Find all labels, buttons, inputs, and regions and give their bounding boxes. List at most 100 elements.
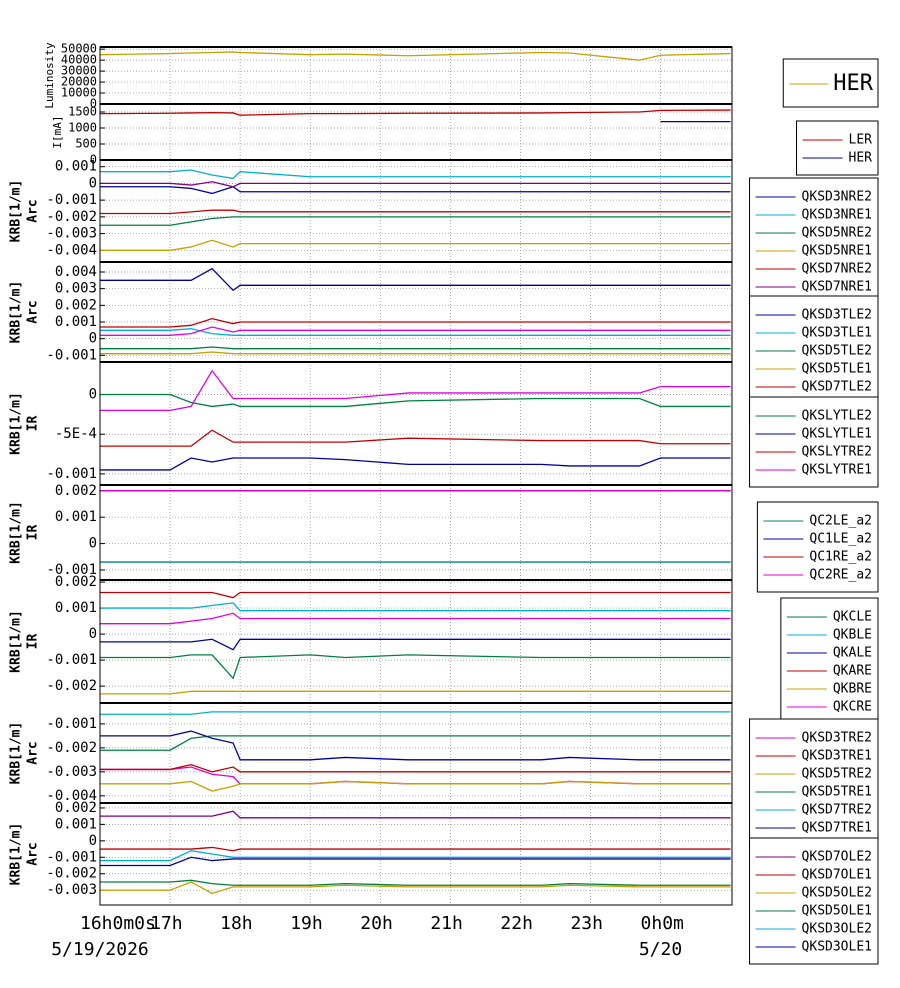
series-line	[100, 879, 731, 886]
y-axis-label: Arc	[26, 741, 41, 764]
y-axis-label: Arc	[26, 842, 41, 865]
x-tick-label: 22h	[500, 913, 533, 934]
x-tick-label: 0h0m	[641, 913, 684, 934]
legend-label: QC1LE_a2	[809, 532, 872, 547]
y-tick-label: -0.004	[46, 788, 97, 804]
series-line	[100, 881, 731, 895]
y-axis-label: KRB[1/m]	[9, 610, 24, 673]
legend-label: QKSD3OLE2	[802, 922, 872, 937]
legend-label: QKSD3TRE2	[802, 731, 872, 746]
legend-label: QKSLYTRE2	[802, 445, 872, 460]
series-line	[100, 369, 731, 412]
y-tick-label: -0.001	[46, 466, 97, 482]
y-axis-label: Arc	[26, 300, 41, 323]
y-tick-label: -0.002	[46, 209, 97, 225]
legend: HER	[782, 58, 879, 108]
legend-label: HER	[833, 71, 873, 96]
series-line	[100, 317, 731, 328]
y-tick-label: 0	[90, 153, 97, 167]
panel-frame	[99, 261, 733, 363]
series-line	[99, 51, 731, 61]
legend-label: QKSLYTLE2	[802, 409, 872, 424]
series-line	[100, 216, 731, 226]
legend-label: QKSD5OLE2	[802, 886, 872, 901]
legend-box	[796, 120, 879, 176]
series-line	[100, 346, 731, 350]
y-tick-label: 0	[89, 331, 97, 347]
legend-label: QKSD5NRE1	[802, 244, 872, 259]
x-tick-label: 17h	[150, 913, 183, 934]
series-line	[99, 109, 731, 116]
y-tick-label: -5E-4	[55, 426, 97, 442]
y-tick-label: -0.003	[46, 226, 97, 242]
y-tick-label: 40000	[61, 53, 97, 67]
legend-label: QKSD7OLE1	[802, 868, 872, 883]
y-tick-label: 20000	[61, 75, 97, 89]
y-tick-label: 1500	[68, 105, 97, 119]
legend-label: QKSD5NRE2	[802, 226, 872, 241]
series-line	[100, 690, 731, 695]
legend-label: QKSD7TRE1	[802, 821, 872, 836]
legend-label: QC1RE_a2	[809, 550, 872, 565]
legend-label: QKBRE	[833, 682, 872, 697]
y-axis-label: Arc	[26, 199, 41, 222]
x-tick-label: 20h	[360, 913, 393, 934]
panel-frame	[99, 702, 733, 804]
legend-label: QKSD5OLE1	[802, 904, 872, 919]
series-line	[100, 850, 731, 862]
x-tick-label: 16h0m0s	[80, 913, 156, 934]
legend: QC2LE_a2 QC1LE_a2 QC1RE_a2 QC2RE_a2	[756, 501, 879, 593]
series-line	[100, 766, 731, 785]
y-tick-label: -0.001	[46, 192, 97, 208]
y-axis-label: KRB[1/m]	[9, 180, 24, 243]
legend-box	[780, 597, 879, 725]
series-line	[100, 326, 731, 336]
legend-label: QKSD3TLE1	[802, 326, 872, 341]
date-label: 5/19/2026	[51, 939, 149, 960]
legend-box	[749, 837, 879, 965]
series-line	[100, 846, 731, 852]
legend-label: QKSD3NRE1	[802, 208, 872, 223]
y-tick-label: -0.003	[46, 764, 97, 780]
legend-label: QKSLYTLE1	[802, 427, 872, 442]
y-tick-label: 0	[90, 97, 97, 111]
x-tick-label: 18h	[220, 913, 253, 934]
legend-label: QKSD5TLE1	[802, 362, 872, 377]
y-axis-label: KRB[1/m]	[9, 722, 24, 785]
series-line	[100, 239, 731, 251]
y-tick-label: -0.002	[46, 866, 97, 882]
y-tick-label: -0.001	[46, 849, 97, 865]
series-line	[100, 856, 731, 867]
y-tick-label: 0.002	[55, 574, 97, 590]
legend-label: QKSD5TRE2	[802, 767, 872, 782]
series-line	[100, 429, 731, 447]
x-tick-label: 23h	[570, 913, 603, 934]
legend-box	[749, 177, 879, 305]
y-tick-label: 0	[89, 175, 97, 191]
y-tick-label: -0.001	[46, 716, 97, 732]
y-tick-label: 0.002	[55, 800, 97, 816]
series-line	[100, 638, 731, 651]
series-line	[100, 735, 731, 751]
legend-label: QKSD5TRE1	[802, 785, 872, 800]
y-tick-label: 0.001	[55, 600, 97, 616]
y-tick-label: 0.001	[55, 509, 97, 525]
series-line	[100, 169, 731, 180]
legend-box	[749, 718, 879, 846]
legend-label: QKSD3TRE1	[802, 749, 872, 764]
legend-box	[749, 396, 879, 488]
y-tick-label: 30000	[61, 64, 97, 78]
legend-label: QKSD7TRE2	[802, 803, 872, 818]
legend-label: QKSD3NRE2	[802, 190, 872, 205]
y-tick-label: 0	[89, 536, 97, 552]
y-axis-label: IR	[26, 525, 41, 541]
y-tick-label: 10000	[61, 86, 97, 100]
y-tick-label: 0	[89, 387, 97, 403]
y-tick-label: 0.002	[55, 483, 97, 499]
legend-label: QKSLYTRE1	[802, 463, 872, 478]
y-axis-label: IR	[26, 634, 41, 650]
y-tick-label: 0.001	[55, 314, 97, 330]
legend-label: QKBLE	[833, 628, 872, 643]
legend-label: QC2RE_a2	[809, 568, 872, 583]
